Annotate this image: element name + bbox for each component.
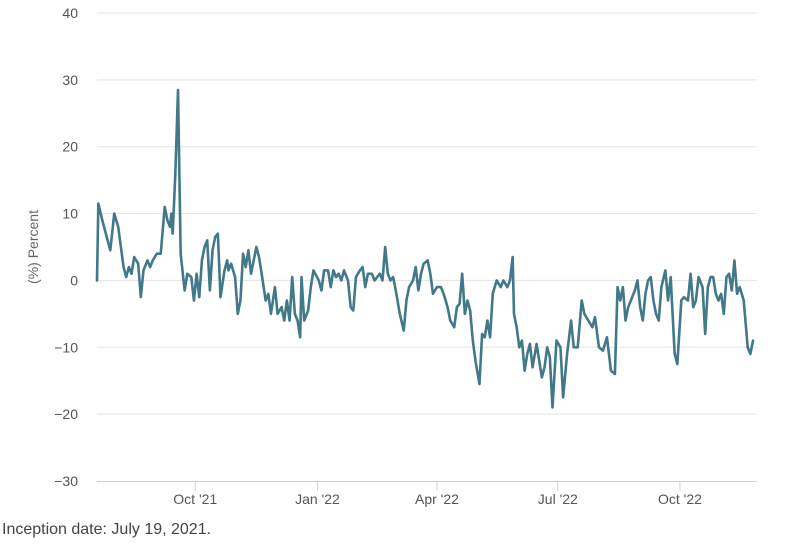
x-axis: Oct '21 Jan '22 Apr '22 Jul '22 Oct '22 — [97, 481, 757, 507]
y-tick-label: −30 — [54, 473, 78, 489]
inception-date-note: Inception date: July 19, 2021. — [2, 521, 212, 538]
series — [95, 88, 755, 409]
y-axis-title: (%) Percent — [25, 210, 41, 284]
y-tick-label: 40 — [62, 5, 78, 21]
y-tick-label: −10 — [54, 339, 78, 355]
x-tick-label: Oct '21 — [173, 491, 217, 507]
series-line — [95, 88, 755, 409]
x-tick-label: Jan '22 — [295, 491, 340, 507]
x-tick-label: Oct '22 — [658, 491, 702, 507]
y-axis: −30 −20 −10 0 10 20 30 40 — [54, 5, 78, 489]
x-tick-label: Jul '22 — [538, 491, 578, 507]
y-tick-label: 10 — [62, 206, 78, 222]
y-tick-label: 0 — [70, 272, 78, 288]
gridlines — [97, 12, 757, 415]
y-tick-label: −20 — [54, 406, 78, 422]
x-tick-label: Apr '22 — [415, 491, 459, 507]
y-tick-label: 30 — [62, 72, 78, 88]
y-tick-label: 20 — [62, 139, 78, 155]
